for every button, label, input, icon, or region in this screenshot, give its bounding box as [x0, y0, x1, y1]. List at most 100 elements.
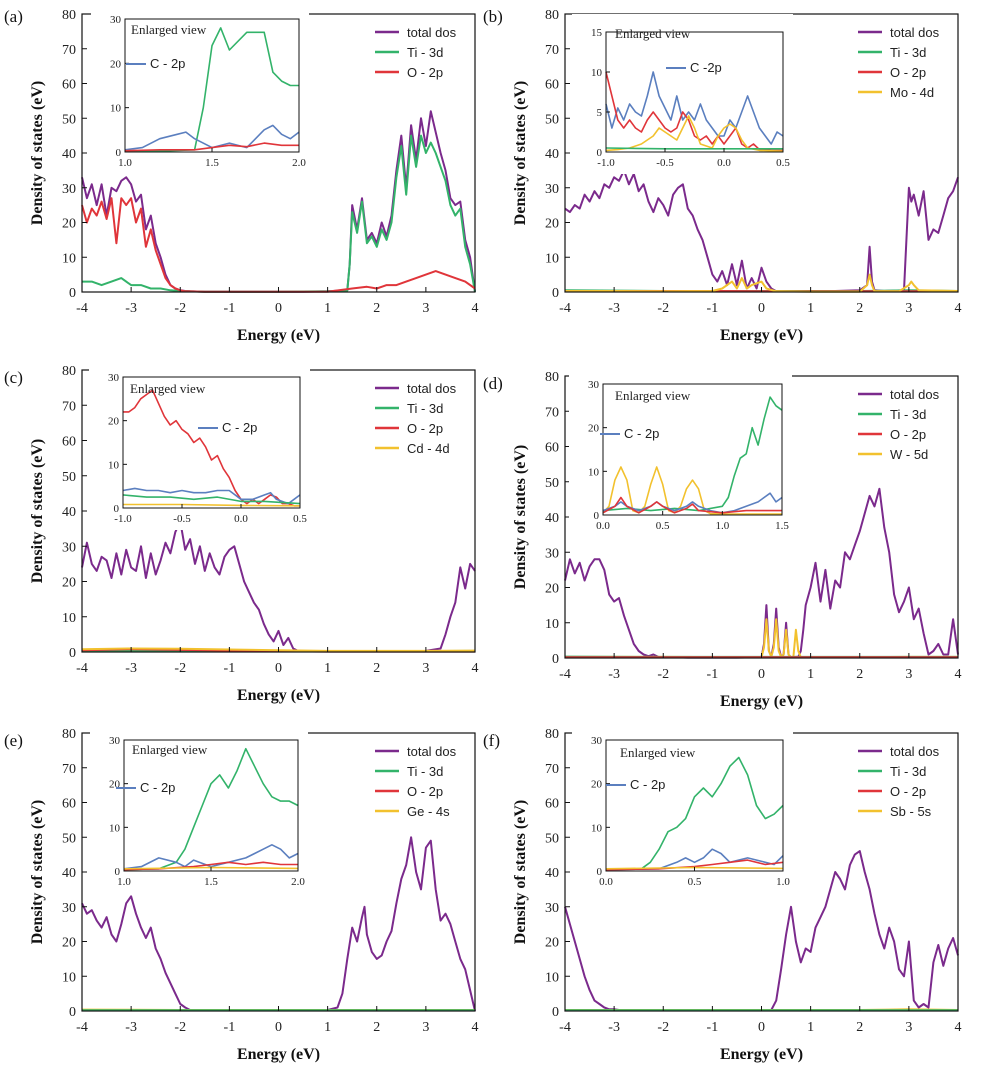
y-tick-label: 70 — [545, 43, 559, 58]
inset-series-line-o-2p — [602, 496, 782, 514]
inset-x-tick-label: 1.0 — [117, 876, 131, 888]
x-tick-label: 4 — [472, 661, 479, 676]
y-tick-label: 70 — [62, 762, 76, 777]
y-tick-label: 50 — [62, 470, 76, 485]
inset-series-line-ti-3d — [123, 747, 299, 871]
inset-x-tick-label: 1.0 — [118, 157, 132, 169]
series-line-o-2p — [81, 197, 476, 293]
legend-entry: Ti - 3d — [890, 45, 926, 60]
inset-title: Enlarged view — [615, 26, 691, 41]
inset-frame — [605, 31, 784, 153]
y-tick-label: 20 — [62, 217, 76, 232]
y-tick-label: 80 — [545, 370, 559, 385]
y-tick-label: 0 — [69, 1005, 76, 1020]
x-tick-label: -4 — [76, 661, 88, 676]
legend-entry: total dos — [407, 25, 457, 40]
inset-y-tick-label: 10 — [591, 67, 603, 79]
y-tick-label: 50 — [545, 476, 559, 491]
x-axis-label: Energy (eV) — [720, 693, 803, 710]
inset-x-tick-label: 0.0 — [599, 876, 613, 888]
x-tick-label: -3 — [125, 661, 137, 676]
legend-entry: Mo - 4d — [890, 85, 934, 100]
series-line-total-dos — [564, 169, 959, 293]
inset-y-tick-label: 30 — [588, 379, 600, 391]
inset-legend-label: C - 2p — [222, 420, 257, 435]
inset-plot: 0 10 20 30 0.0 0.5 1.0 1.5 Enlarged view C - 2p — [569, 366, 792, 537]
y-tick-label: 70 — [545, 762, 559, 777]
inset-x-tick-label: 1.0 — [776, 876, 790, 888]
inset-y-tick-label: 30 — [109, 735, 121, 747]
y-tick-label: 0 — [69, 646, 76, 661]
series-line-ti-3d — [82, 134, 476, 293]
inset-y-tick-label: 30 — [108, 372, 120, 384]
y-tick-label: 0 — [69, 286, 76, 301]
inset-legend-label: C - 2p — [630, 777, 665, 792]
inset-title: Enlarged view — [130, 381, 206, 396]
x-tick-label: 4 — [955, 1020, 962, 1035]
y-tick-label: 40 — [545, 147, 559, 162]
inset-frame — [122, 376, 301, 509]
inset-series-line-c-2p — [123, 844, 299, 870]
legend-entry: O - 2p — [890, 65, 926, 80]
legend-entry: O - 2p — [890, 784, 926, 799]
y-tick-label: 50 — [62, 831, 76, 846]
y-tick-label: 20 — [62, 936, 76, 951]
panel-label: (f) — [483, 731, 500, 750]
x-tick-label: 0 — [758, 667, 765, 682]
inset-series-line-c-2p — [122, 487, 301, 505]
inset-legend-label: C - 2p — [150, 56, 185, 71]
legend-entry: total dos — [890, 387, 940, 402]
y-tick-label: 20 — [545, 936, 559, 951]
inset-series-line-w-5d — [602, 466, 782, 515]
panel-label: (d) — [483, 374, 503, 393]
x-tick-label: -4 — [559, 301, 571, 316]
x-tick-label: -2 — [174, 1020, 186, 1035]
legend-entry: total dos — [407, 744, 457, 759]
x-tick-label: 2 — [373, 661, 380, 676]
inset-y-tick-label: 0 — [594, 510, 600, 522]
inset-y-tick-label: 0 — [597, 866, 603, 878]
x-tick-label: 2 — [373, 301, 380, 316]
inset-series-line-mo-4d — [605, 115, 784, 152]
inset-legend-label: C -2p — [690, 60, 722, 75]
x-tick-label: -1 — [707, 301, 719, 316]
y-tick-label: 60 — [62, 797, 76, 812]
x-axis-label: Energy (eV) — [237, 1046, 320, 1063]
x-tick-label: 3 — [905, 667, 912, 682]
y-tick-label: 70 — [62, 399, 76, 414]
legend-entry: Ti - 3d — [890, 407, 926, 422]
y-tick-label: 30 — [545, 546, 559, 561]
x-tick-label: 1 — [807, 667, 814, 682]
y-tick-label: 20 — [545, 217, 559, 232]
x-tick-label: -1 — [224, 301, 236, 316]
legend-entry: Ti - 3d — [407, 401, 443, 416]
inset-series-line-ti-3d — [605, 756, 784, 871]
legend-entry: Ti - 3d — [407, 764, 443, 779]
x-tick-label: -3 — [608, 1020, 620, 1035]
y-tick-label: 10 — [62, 970, 76, 985]
y-tick-label: 70 — [62, 43, 76, 58]
x-tick-label: -2 — [657, 301, 669, 316]
legend-entry: Ti - 3d — [407, 45, 443, 60]
inset-x-tick-label: 1.0 — [715, 520, 729, 532]
inset-x-tick-label: 2.0 — [292, 157, 306, 169]
legend-entry: W - 5d — [890, 447, 928, 462]
inset-series-line-ti-3d — [602, 396, 783, 512]
y-tick-label: 0 — [552, 652, 559, 667]
inset-x-tick-label: 0.5 — [656, 520, 670, 532]
x-tick-label: -4 — [559, 1020, 571, 1035]
inset-y-tick-label: 0 — [597, 147, 603, 159]
inset-x-tick-label: 0.5 — [688, 876, 702, 888]
y-axis-label: Density of states (eV) — [29, 81, 46, 225]
inset-y-tick-label: 20 — [110, 58, 122, 70]
inset-x-tick-label: -1.0 — [114, 513, 132, 525]
y-tick-label: 0 — [552, 1005, 559, 1020]
x-tick-label: 4 — [472, 1020, 479, 1035]
legend-entry: total dos — [890, 25, 940, 40]
y-tick-label: 60 — [62, 78, 76, 93]
inset-y-tick-label: 10 — [588, 466, 600, 478]
y-tick-label: 30 — [62, 182, 76, 197]
inset-x-tick-label: -1.0 — [597, 157, 615, 169]
inset-series-line-ti-3d — [122, 494, 301, 505]
